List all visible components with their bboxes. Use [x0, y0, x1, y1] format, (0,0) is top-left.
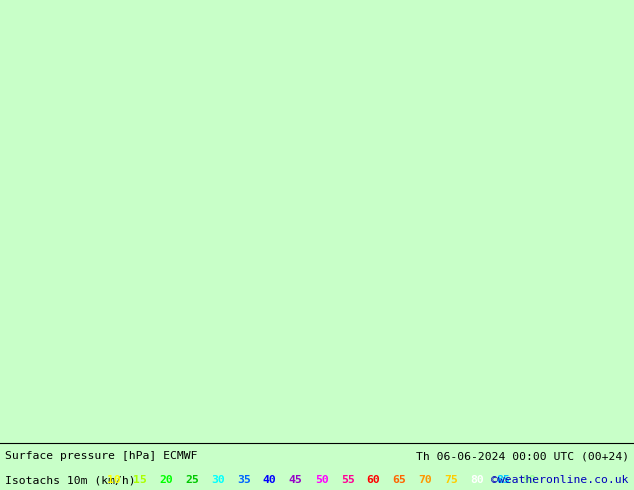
Text: Th 06-06-2024 00:00 UTC (00+24): Th 06-06-2024 00:00 UTC (00+24) [416, 451, 629, 462]
Text: 35: 35 [237, 475, 250, 485]
Text: 20: 20 [159, 475, 172, 485]
Text: 70: 70 [418, 475, 432, 485]
Text: 30: 30 [211, 475, 224, 485]
Text: 75: 75 [444, 475, 458, 485]
Text: 55: 55 [340, 475, 354, 485]
Text: 10: 10 [107, 475, 121, 485]
Text: 65: 65 [392, 475, 406, 485]
Text: 15: 15 [133, 475, 147, 485]
Text: 50: 50 [314, 475, 328, 485]
Text: 90: 90 [522, 475, 536, 485]
Text: 25: 25 [185, 475, 198, 485]
Text: 40: 40 [263, 475, 276, 485]
Text: Surface pressure [hPa] ECMWF: Surface pressure [hPa] ECMWF [5, 451, 198, 462]
Text: 80: 80 [470, 475, 484, 485]
Text: ©weatheronline.co.uk: ©weatheronline.co.uk [491, 475, 629, 485]
Text: 45: 45 [289, 475, 302, 485]
Text: Isotachs 10m (km/h): Isotachs 10m (km/h) [5, 475, 136, 485]
Text: 85: 85 [496, 475, 510, 485]
Text: 60: 60 [366, 475, 380, 485]
